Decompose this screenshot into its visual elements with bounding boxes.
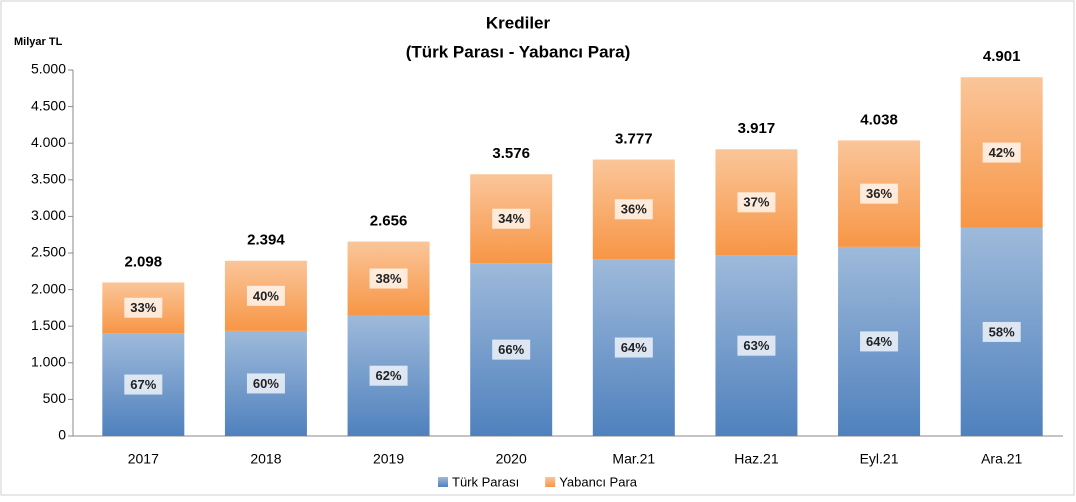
percent-label-box [492,339,531,360]
y-tick-label: 3.000 [31,207,66,223]
percent-label-box [369,365,408,386]
total-label: 3.917 [738,120,776,137]
percent-label: 36% [866,186,892,201]
legend-label: Yabancı Para [559,474,638,489]
percent-label: 34% [498,211,524,226]
x-tick-label: Eyl.21 [860,451,899,467]
percent-label-box [492,208,531,229]
x-tick-label: 2018 [250,451,281,467]
total-label: 4.901 [983,48,1021,65]
percent-label: 64% [621,340,647,355]
total-label: 3.777 [615,130,653,147]
percent-label: 33% [130,300,156,315]
chart-title: Krediler [486,13,551,32]
total-label: 2.098 [125,253,163,270]
x-tick-label: 2020 [496,451,527,467]
y-tick-label: 5.000 [31,61,66,77]
total-label: 2.394 [247,232,285,249]
percent-label: 40% [253,288,279,303]
percent-label-box [860,331,899,352]
percent-label-box [982,321,1021,342]
percent-label: 67% [130,377,156,392]
x-tick-label: 2019 [373,451,404,467]
y-tick-label: 500 [43,390,67,406]
total-label: 4.038 [860,111,898,128]
y-tick-label: 4.000 [31,134,66,150]
chart-subtitle: (Türk Parası - Yabancı Para) [406,42,631,61]
percent-label-box [614,199,653,220]
y-tick-label: 2.000 [31,280,66,296]
y-axis-label: Milyar TL [14,36,63,48]
y-tick-label: 3.500 [31,171,66,187]
percent-label-box [982,142,1021,163]
y-tick-label: 1.000 [31,354,66,370]
x-tick-label: 2017 [128,451,159,467]
percent-label: 37% [743,195,769,210]
percent-label-box [124,374,163,395]
percent-label: 36% [621,202,647,217]
y-tick-label: 1.500 [31,317,66,333]
percent-label-box [614,337,653,358]
legend-swatch [545,477,556,487]
y-tick-label: 4.500 [31,97,66,113]
x-tick-label: Ara.21 [981,451,1022,467]
percent-label-box [124,297,163,318]
percent-label-box [369,268,408,289]
percent-label: 60% [253,376,279,391]
total-label: 3.576 [492,145,530,162]
percent-label-box [860,183,899,204]
percent-label-box [737,192,776,213]
percent-label: 62% [376,368,402,383]
legend-label: Türk Parası [452,474,519,489]
percent-label: 64% [866,334,892,349]
x-tick-label: Mar.21 [612,451,655,467]
percent-label-box [246,285,285,306]
y-tick-label: 0 [58,427,66,443]
x-tick-label: Haz.21 [734,451,779,467]
y-tick-label: 2.500 [31,244,66,260]
percent-label-box [737,335,776,356]
percent-label-box [246,373,285,394]
percent-label: 38% [376,271,402,286]
percent-label: 63% [743,338,769,353]
percent-label: 66% [498,342,524,357]
total-label: 2.656 [370,213,408,230]
legend-swatch [438,477,448,487]
percent-label: 42% [989,145,1015,160]
percent-label: 58% [989,324,1015,339]
